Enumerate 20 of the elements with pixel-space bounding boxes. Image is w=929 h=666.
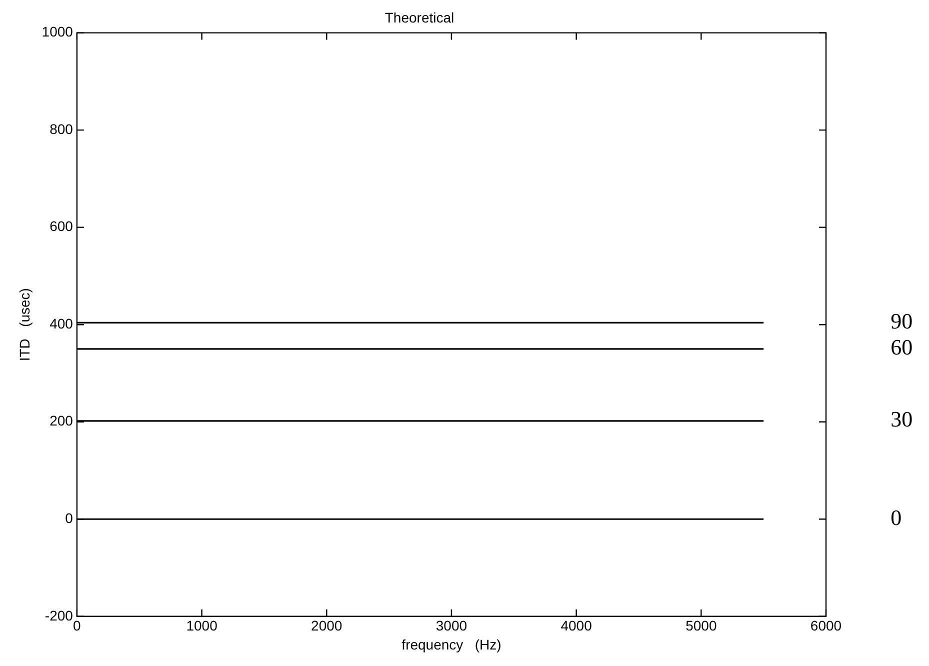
- x-tick-label: 5000: [686, 618, 717, 634]
- y-tick-label: 800: [50, 120, 74, 137]
- y-tick-label: 200: [50, 412, 74, 429]
- x-tick-label: 1000: [186, 618, 218, 634]
- x-tick-label: 4000: [560, 618, 592, 634]
- text: 90: [890, 308, 913, 334]
- text: 60: [890, 334, 913, 360]
- chart-title: Theoretical: [384, 9, 454, 26]
- x-tick-label: 2000: [311, 618, 342, 634]
- x-axis-title: frequency (Hz): [402, 636, 502, 652]
- text: 30: [890, 406, 913, 432]
- x-tick-label: 6000: [810, 618, 842, 634]
- y-axis-title: ITD (usec): [16, 288, 32, 362]
- y-tick-label: 400: [50, 315, 74, 332]
- y-tick-label: 600: [50, 218, 74, 234]
- text: 0: [890, 504, 902, 530]
- y-tick-label: -200: [44, 607, 74, 624]
- y-tick-label: 0: [65, 510, 74, 526]
- x-tick-label: 3000: [436, 618, 468, 634]
- y-tick-label: 1000: [42, 24, 74, 40]
